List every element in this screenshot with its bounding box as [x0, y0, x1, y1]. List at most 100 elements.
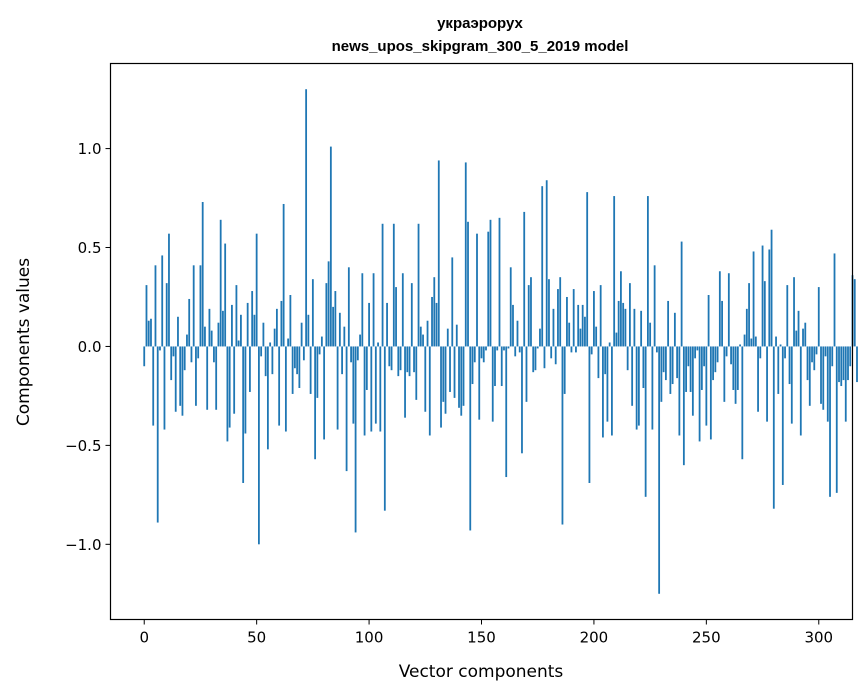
bar	[192, 265, 195, 347]
bar	[188, 298, 191, 347]
bar	[658, 346, 661, 594]
bar	[766, 346, 768, 422]
y-tick-label: 1.0	[78, 140, 102, 158]
bar	[790, 346, 793, 424]
bar	[397, 346, 400, 377]
bar	[417, 223, 420, 347]
bar	[523, 211, 526, 347]
bar	[694, 346, 697, 359]
bar	[471, 346, 474, 385]
bar	[761, 245, 764, 347]
bar	[786, 285, 789, 347]
bar	[347, 267, 350, 347]
bar	[833, 253, 836, 347]
bar	[341, 346, 343, 375]
x-tick-label: 50	[247, 629, 266, 647]
x-tick-label: 300	[804, 629, 833, 647]
bar	[197, 346, 200, 359]
bar	[215, 346, 218, 410]
bar	[345, 346, 348, 472]
bar	[300, 322, 303, 347]
bar	[467, 221, 469, 347]
bar	[743, 334, 746, 347]
bar	[469, 346, 472, 531]
x-tick-label: 100	[355, 629, 384, 647]
bar	[168, 233, 170, 347]
bar	[593, 291, 595, 347]
bar	[518, 346, 521, 353]
bar	[703, 346, 705, 367]
bar	[172, 346, 175, 357]
bar	[271, 346, 274, 375]
bar	[570, 346, 573, 353]
bar	[433, 277, 436, 347]
bar	[359, 334, 361, 347]
bar	[186, 334, 188, 347]
chart-title-line-1: украэрорух	[437, 15, 523, 32]
bar	[838, 346, 840, 383]
bar	[383, 346, 386, 511]
bar	[629, 283, 631, 347]
bar	[428, 346, 431, 436]
y-tick-label: −1.0	[65, 536, 101, 554]
bar	[289, 295, 292, 347]
bar	[498, 217, 501, 347]
bar	[363, 346, 366, 436]
bar	[505, 346, 508, 478]
bar	[698, 346, 701, 442]
bar	[386, 302, 388, 347]
bar	[844, 346, 847, 422]
bar	[179, 346, 182, 406]
bar	[655, 346, 658, 353]
bar	[741, 346, 744, 460]
bar	[514, 346, 517, 357]
bar	[727, 273, 730, 347]
bar	[660, 346, 663, 402]
bar	[293, 346, 296, 369]
bar	[325, 283, 328, 347]
bar	[725, 346, 728, 357]
bar	[548, 279, 550, 347]
bar	[476, 233, 478, 347]
bar	[754, 336, 757, 347]
bar	[644, 346, 647, 497]
bar	[356, 346, 359, 361]
bar	[763, 281, 766, 347]
bar	[664, 346, 667, 381]
bar	[527, 285, 530, 347]
bar	[678, 346, 681, 436]
bar	[581, 304, 584, 347]
bar	[804, 322, 807, 347]
bar	[311, 279, 314, 347]
y-axis-label: Components values	[14, 258, 34, 426]
bar	[757, 346, 759, 412]
bar	[451, 257, 454, 347]
bar	[201, 202, 204, 347]
bar	[566, 296, 568, 347]
bar	[521, 346, 523, 454]
bar	[287, 338, 290, 347]
bar	[307, 314, 310, 347]
bar	[249, 346, 251, 392]
bar	[195, 346, 197, 406]
bar	[554, 346, 557, 365]
bar	[406, 346, 409, 373]
bar	[419, 326, 422, 347]
bar	[251, 291, 254, 347]
bar	[599, 285, 602, 347]
bar	[278, 346, 281, 426]
bar	[500, 346, 503, 387]
bar	[712, 346, 714, 381]
bar	[615, 332, 618, 347]
bar	[253, 314, 256, 347]
bar	[568, 322, 571, 347]
bar	[235, 285, 238, 347]
bar	[323, 346, 326, 440]
bar	[824, 346, 827, 357]
bar	[671, 346, 674, 385]
bar	[464, 162, 467, 347]
bar	[552, 308, 555, 347]
y-tick-label: 0.0	[78, 338, 102, 356]
bar	[572, 289, 575, 347]
bar	[642, 346, 645, 388]
